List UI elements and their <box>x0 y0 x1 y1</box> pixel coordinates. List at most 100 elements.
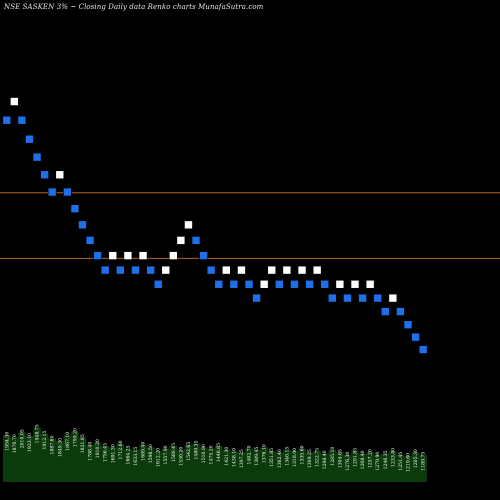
tick-label: 1510.90 <box>201 444 207 463</box>
renko-brick-down <box>78 220 87 230</box>
renko-brick-up <box>312 265 322 275</box>
chart-title: NSE SASKEN 3% ~ Closing Daily data Renko… <box>4 3 264 11</box>
tick-label: 1954.30 <box>4 432 10 451</box>
tick-label: 1219.60 <box>405 453 411 472</box>
volume-area <box>3 427 427 482</box>
renko-brick-up <box>108 251 118 260</box>
tick-label: 1189.75 <box>421 452 427 471</box>
tick-label: 1402.70 <box>247 445 253 464</box>
renko-brick-down <box>153 279 163 289</box>
tick-label: 1318.90 <box>292 448 298 467</box>
renko-brick-down <box>93 251 102 260</box>
tick-label: 1870.70 <box>12 434 18 453</box>
tick-label: 1421.30 <box>224 447 230 466</box>
renko-brick-down <box>320 279 330 289</box>
renko-brick-down <box>100 265 110 275</box>
renko-brick-up <box>237 265 246 275</box>
renko-brick-down <box>131 265 140 275</box>
renko-brick-down <box>290 279 299 289</box>
renko-brick-down <box>40 170 49 180</box>
tick-label: 1309.25 <box>307 449 313 468</box>
renko-brick-down <box>63 187 72 197</box>
renko-brick-down <box>191 236 201 245</box>
renko-brick-up <box>365 279 375 289</box>
renko-brick-up <box>388 293 398 303</box>
tick-label: 1867.10 <box>65 432 71 451</box>
renko-brick-down <box>403 320 413 329</box>
renko-brick-down <box>85 236 95 245</box>
tick-label: 1691.30 <box>110 444 116 463</box>
renko-brick-down <box>411 332 420 342</box>
renko-brick-down <box>373 293 383 303</box>
renko-brick-up <box>138 251 148 260</box>
tick-label: 1291.85 <box>353 448 359 467</box>
renko-brick-up <box>176 236 186 245</box>
tick-label: 1887.60 <box>50 435 56 454</box>
renko-brick-up <box>55 170 65 180</box>
renko-brick-down <box>2 115 12 125</box>
tick-label: 1821.85 <box>80 434 86 453</box>
tick-label: 1923.10 <box>27 433 33 452</box>
tick-label: 1598.50 <box>148 444 154 463</box>
tick-label: 1580.45 <box>171 443 177 462</box>
tick-label: 1257.20 <box>368 449 374 468</box>
tick-label: 1438.10 <box>231 448 237 467</box>
renko-brick-down <box>327 293 337 303</box>
renko-brick-down <box>199 251 208 260</box>
tick-label: 1446.85 <box>216 443 222 462</box>
renko-brick-down <box>252 293 261 303</box>
tick-label: 1205.30 <box>413 449 419 468</box>
renko-brick-up <box>282 265 292 275</box>
renko-brick-down <box>214 279 224 289</box>
renko-brick-down <box>17 115 27 125</box>
tick-label: 1799.20 <box>72 428 78 447</box>
tick-label: 1233.80 <box>390 448 396 467</box>
renko-brick-down <box>206 265 216 275</box>
tick-label: 1397.25 <box>239 449 245 468</box>
renko-brick-down <box>358 293 367 303</box>
tick-label: 1489.35 <box>194 440 200 459</box>
renko-brick-up <box>350 279 360 289</box>
tick-label: 1712.60 <box>118 440 124 459</box>
tick-label: 1689.40 <box>141 442 147 461</box>
renko-brick-down <box>70 204 80 213</box>
tick-label: 1475.20 <box>209 445 215 464</box>
tick-label: 1542.65 <box>186 442 192 461</box>
renko-brick-down <box>418 345 428 354</box>
renko-brick-up <box>259 279 269 289</box>
tick-label: 1389.45 <box>254 447 260 466</box>
renko-brick-down <box>229 279 239 289</box>
tick-label: 1788.40 <box>88 442 94 461</box>
renko-brick-down <box>244 279 254 289</box>
renko-brick-down <box>146 265 155 275</box>
tick-label: 1376.10 <box>262 444 268 463</box>
renko-brick-down <box>275 279 284 289</box>
renko-brick-down <box>47 187 57 197</box>
renko-brick-up <box>297 265 307 275</box>
tick-label: 1298.40 <box>322 450 328 469</box>
renko-brick-up <box>161 265 171 275</box>
tick-label: 1530.20 <box>178 447 184 466</box>
tick-label: 1612.20 <box>156 448 162 467</box>
tick-label: 1304.65 <box>337 449 343 468</box>
renko-brick-up <box>10 97 19 106</box>
tick-label: 1285.10 <box>330 447 336 466</box>
renko-brick-up <box>169 251 178 260</box>
renko-brick-down <box>32 152 42 162</box>
tick-label: 1279.90 <box>375 452 381 471</box>
tick-label: 1246.35 <box>383 450 389 469</box>
tick-label: 1362.40 <box>277 449 283 468</box>
tick-label: 1633.15 <box>133 447 139 466</box>
renko-brick-down <box>380 307 390 316</box>
tick-label: 1810.30 <box>95 439 101 458</box>
renko-brick-down <box>396 307 405 316</box>
renko-brick-up <box>123 251 133 260</box>
tick-label: 2010.05 <box>19 429 25 448</box>
renko-brick-down <box>305 279 314 289</box>
tick-label: 1756.45 <box>103 443 109 462</box>
renko-brick-up <box>335 279 345 289</box>
tick-label: 1335.60 <box>300 445 306 464</box>
tick-label: 1664.25 <box>125 445 131 464</box>
